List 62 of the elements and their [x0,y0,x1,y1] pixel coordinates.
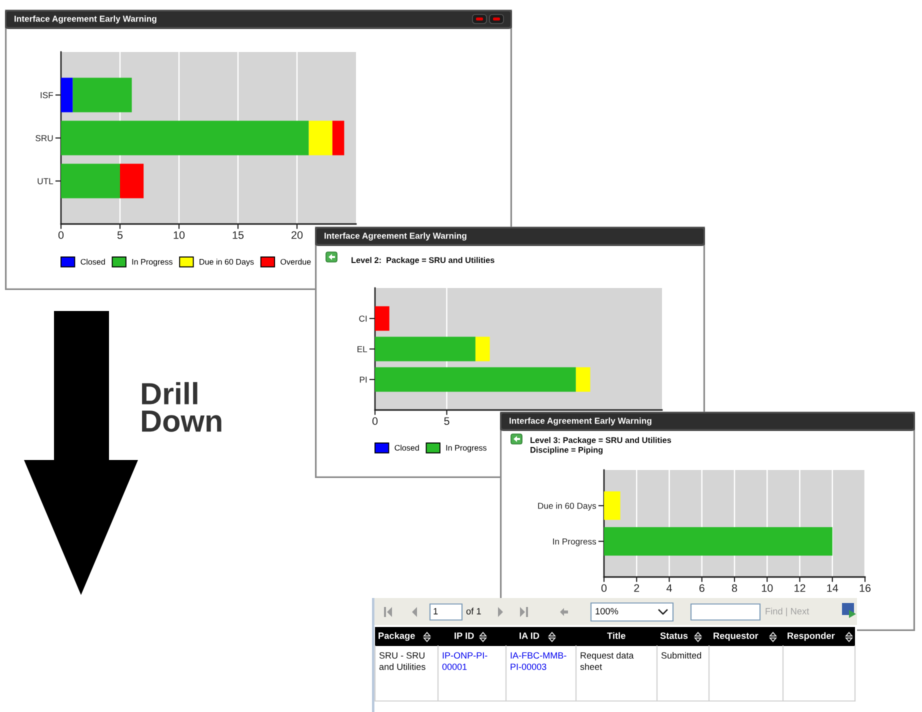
y-tick-label: SRU [36,135,53,142]
x-tick-label: 14 [827,584,838,592]
x-tick-label: 0 [601,584,607,592]
category-label: Requestor [714,632,758,641]
legend-label: In Progress [446,445,486,452]
bar [61,120,309,156]
chart-title: Interface Agreement Early Warning [14,15,156,24]
x-tick-label: 16 [860,584,871,592]
x-tick-label: 2 [634,584,640,592]
text: Find | Next [766,608,810,616]
y-tick-label: EL [358,346,368,352]
x-tick-label: 0 [372,417,378,425]
y-tick-label: UTL [38,178,54,184]
chart-title: Interface Agreement Early Warning [324,232,466,241]
x-tick-label: 8 [732,584,738,592]
bar [72,78,132,112]
text: IP-ONP-PI- 00001 [442,652,488,670]
text: Request data sheet [580,652,634,670]
bar [375,306,390,331]
chart-subtitle: Level 3: Package = SRU and Utilities Discipline = Piping [530,437,672,454]
bar [332,120,344,156]
y-tick-label: PI [360,376,367,383]
text: of 1 [466,608,481,614]
category-label: Package [378,632,415,641]
text: IA-FBC-MMB- PI-00003 [510,652,566,670]
bar [375,367,576,392]
category-label: Status [660,632,688,639]
legend-label: In Progress [132,259,172,266]
bar [576,367,590,392]
bar [475,336,490,362]
x-tick-label: 6 [699,584,704,592]
x-tick-label: 4 [666,584,672,592]
x-tick-label: 10 [762,584,773,592]
x-tick-label: 12 [794,584,806,592]
legend-label: Overdue [280,258,311,265]
x-tick-label: 5 [444,417,450,425]
bar [375,336,476,362]
bar [120,164,144,198]
bar [61,164,120,198]
category-label: Title [607,632,626,639]
legend-label: Closed [80,258,105,265]
text: Drill Down [142,382,222,432]
x-tick-label: 5 [117,231,123,239]
legend-label: Closed [394,444,419,451]
text: SRU - SRU and Utilities [379,652,426,670]
legend-label: Due in 60 Days [200,258,254,266]
x-tick-label: 20 [292,231,303,239]
bar [61,78,73,112]
bar [308,120,332,156]
x-tick-label: 10 [174,231,185,239]
chart-title: Interface Agreement Early Warning [510,417,652,426]
category-label: IA ID [520,632,540,639]
category-label: IP ID [454,632,474,639]
x-tick-label: 0 [58,231,64,239]
y-tick-label: CI [359,316,367,322]
text: 100% [596,608,618,614]
x-tick-label: 15 [232,231,244,239]
category-label: Responder [788,632,835,641]
text: Submitted [661,652,702,659]
text: 1 [434,608,438,614]
chart-subtitle: Level 2: Package = SRU and Utilities [352,257,494,265]
y-tick-label: ISF [40,92,54,98]
